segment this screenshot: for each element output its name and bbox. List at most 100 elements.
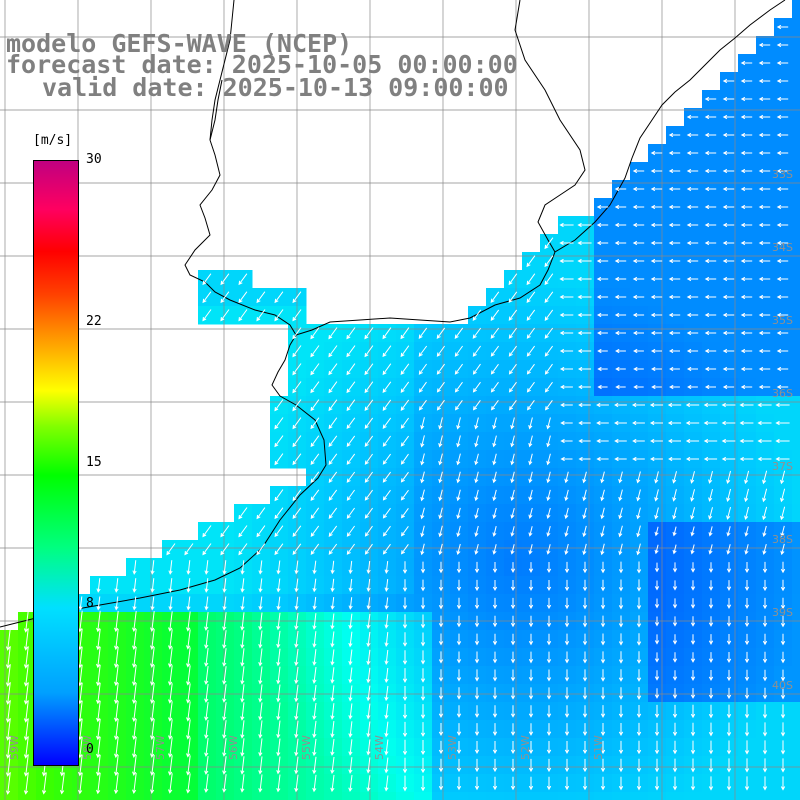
wind-arrow [544,255,554,268]
wind-arrow [492,741,498,755]
wind-arrow [220,291,230,304]
wind-arrow [420,704,426,719]
wind-arrow [96,700,101,723]
wind-arrow [5,628,11,651]
latitude-label: 35S [772,314,793,327]
wind-arrow [23,628,29,651]
wind-arrow [685,420,700,426]
wind-arrow [762,597,768,610]
wind-arrow [492,705,498,718]
wind-arrow [292,399,302,412]
wind-arrow [168,719,173,740]
wind-arrow [492,435,497,448]
wind-arrow [726,616,732,627]
wind-arrow [132,736,137,759]
wind-arrow [240,774,245,793]
wind-speed-cell [792,288,800,307]
wind-arrow [739,402,754,408]
wind-arrow [292,309,302,322]
wind-arrow [508,309,518,321]
wind-arrow [672,507,677,520]
wind-arrow [544,327,554,339]
wind-arrow [690,562,696,573]
wind-arrow [758,186,771,192]
wind-arrow [740,78,753,84]
wind-arrow [546,489,551,502]
wind-arrow [744,633,750,646]
wind-arrow [740,258,753,264]
wind-arrow [258,666,263,685]
wind-arrow [384,667,389,684]
wind-arrow [204,596,209,611]
wind-arrow [402,597,408,610]
wind-arrow [508,345,518,357]
wind-arrow [276,756,281,775]
wind-arrow [400,453,409,465]
wind-arrow [690,652,696,663]
wind-arrow [726,652,732,664]
wind-arrow [740,96,753,102]
wind-speed-cell [144,792,163,800]
wind-arrow [740,384,753,390]
wind-arrow [474,543,479,555]
wind-speed-cell [432,792,451,800]
wind-arrow [649,402,664,408]
wind-arrow [186,755,191,776]
wind-arrow [582,633,588,646]
wind-arrow [582,776,588,791]
wind-arrow [364,543,373,555]
wind-arrow [220,543,230,556]
wind-arrow [401,544,409,555]
wind-arrow [577,294,592,300]
wind-arrow [758,204,771,210]
wind-arrow [632,330,644,336]
wind-arrow [686,186,699,192]
wind-arrow [690,580,696,591]
wind-arrow [775,438,790,444]
wind-arrow [686,276,699,282]
wind-speed-cell [594,792,613,800]
wind-arrow [59,772,65,795]
wind-arrow [578,438,591,444]
wind-arrow [596,402,609,408]
wind-arrow [762,561,768,574]
wind-arrow [726,598,732,609]
wind-arrow [490,327,500,339]
wind-arrow [559,276,574,282]
wind-arrow [618,776,624,791]
wind-arrow [564,507,569,520]
wind-arrow [685,402,700,408]
wind-arrow [402,775,408,792]
wind-arrow [96,754,101,777]
wind-arrow [740,276,753,282]
wind-arrow [258,774,263,793]
wind-arrow [402,650,408,665]
wind-arrow [577,276,592,282]
wind-arrow [294,702,299,721]
wind-arrow [564,705,570,718]
wind-arrow [633,366,644,372]
wind-speed-cell [252,792,271,800]
wind-arrow [168,683,173,704]
wind-arrow [328,471,338,483]
wind-arrow [672,471,677,484]
wind-arrow [654,598,660,609]
wind-arrow [508,273,518,286]
wind-arrow [438,597,444,610]
wind-arrow [739,420,754,426]
wind-arrow [366,597,371,610]
wind-arrow [276,630,281,649]
latitude-label: 36S [772,387,793,400]
wind-arrow [276,578,281,593]
wind-arrow [472,327,482,339]
wind-speed-cell [360,792,379,800]
longitude-labels: 59W 58W 57W 56W 55W 54W 53W 52W 51W [8,735,605,760]
wind-arrow [490,291,500,304]
wind-arrow [636,597,642,610]
wind-arrow [686,204,699,210]
wind-arrow [258,702,263,721]
wind-arrow [780,687,786,700]
wind-arrow [740,168,753,174]
wind-arrow [636,471,641,484]
wind-arrow [582,758,588,773]
